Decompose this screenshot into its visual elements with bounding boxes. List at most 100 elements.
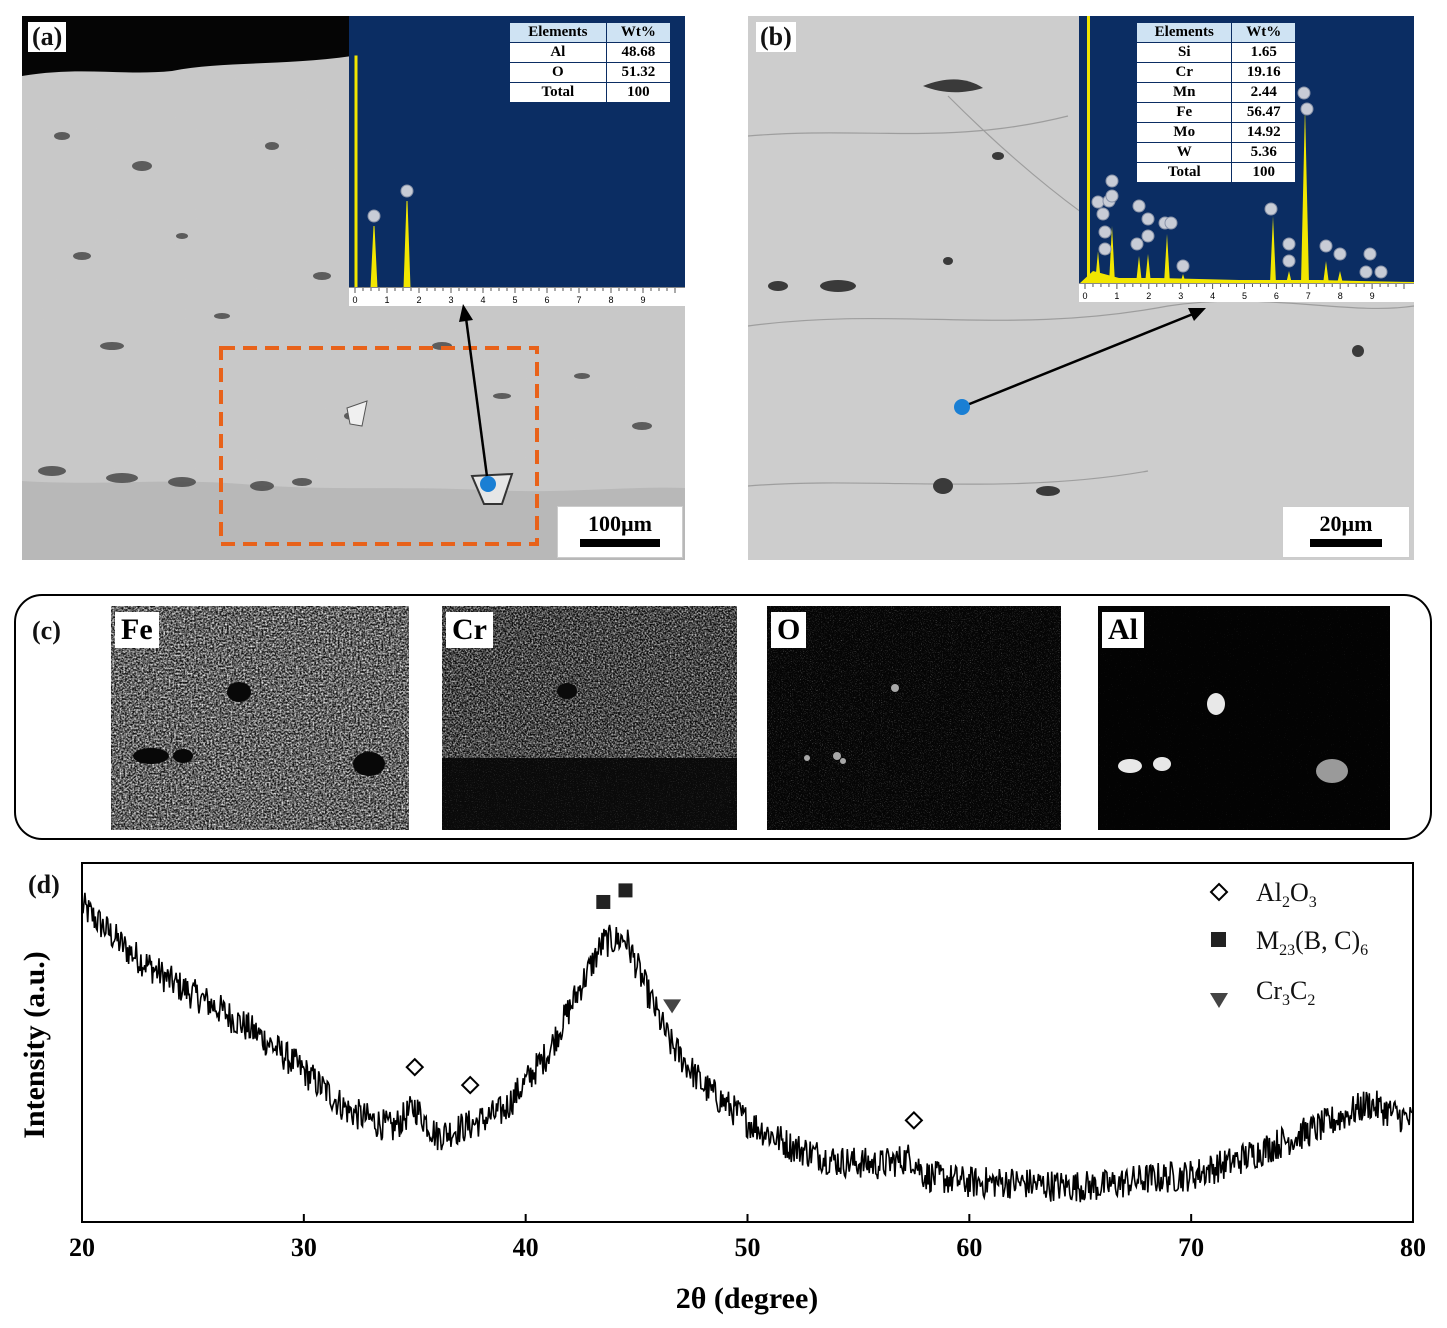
x-tick-label: 70 — [1178, 1233, 1204, 1262]
marker-m23bc6 — [596, 894, 611, 909]
table-row: O 51.32 — [509, 62, 672, 83]
scalebar-a: 100µm — [557, 506, 683, 558]
eds-table-b: Elements Wt% Si 1.65 Cr 19.16 Mn 2.44 Fe 56.47 M… — [1135, 22, 1296, 183]
map-label: O — [771, 612, 807, 648]
eds-tick-label: 3 — [448, 295, 453, 305]
marker-dot — [954, 399, 970, 415]
legend-symbols — [1209, 882, 1229, 1008]
marker-al2o3 — [904, 1110, 924, 1130]
table-header: Elements — [1135, 22, 1233, 43]
x-tick-label: 20 — [69, 1233, 95, 1262]
eds-tick-label: 8 — [608, 295, 613, 305]
table-cell: 100 — [605, 82, 672, 103]
element-map-frame — [14, 594, 1432, 840]
marker-al2o3 — [405, 1057, 425, 1077]
eds-table-a: Elements Wt% Al 48.68 O 51.32 Total 100 — [509, 22, 672, 103]
scalebar-label: 100µm — [587, 511, 652, 536]
arrow-head — [459, 304, 473, 322]
panel-label-b: (b) — [756, 22, 796, 52]
table-cell: Mo — [1135, 122, 1233, 143]
scalebar-bar — [1310, 539, 1382, 547]
annotation-overlay-a — [219, 304, 539, 546]
table-cell: 2.44 — [1231, 82, 1296, 103]
eds-tick-label: 5 — [512, 295, 517, 305]
panel-label-d: (d) — [28, 870, 60, 899]
table-header: Wt% — [1231, 22, 1296, 43]
table-cell: 100 — [1231, 162, 1296, 183]
eds-tick-label: 2 — [416, 295, 421, 305]
eds-tick-label: 0 — [352, 295, 357, 305]
y-axis-label: Intensity (a.u.) — [18, 951, 51, 1139]
table-row: Si 1.65 — [1135, 42, 1296, 63]
eds-axis-a: 0 1 2 3 4 5 6 7 8 9 — [349, 287, 685, 306]
table-header: Elements — [509, 22, 607, 43]
scalebar-bar — [580, 539, 660, 547]
table-cell: 5.36 — [1231, 142, 1296, 163]
map-label: Al — [1102, 612, 1144, 648]
element-map-o: O — [767, 606, 1061, 830]
marker-dot — [480, 476, 496, 492]
table-row: Total 100 — [509, 82, 672, 103]
legend-label-m23bc6: M23(B, C)6 — [1256, 926, 1369, 960]
eds-tick-label: 7 — [576, 295, 581, 305]
element-map-fe: Fe — [111, 606, 409, 830]
roi-box — [219, 346, 539, 546]
panel-label-c: (c) — [32, 616, 61, 645]
annotation-overlay-b — [954, 308, 1206, 415]
eds-tick-label: 9 — [640, 295, 645, 305]
table-cell: Total — [509, 82, 607, 103]
element-map-cr: Cr — [442, 606, 737, 830]
scalebar-label: 20µm — [1319, 511, 1373, 536]
table-row: Mn 2.44 — [1135, 82, 1296, 103]
table-cell: Cr — [1135, 62, 1233, 83]
x-axis-label: 2θ (degree) — [676, 1282, 819, 1315]
eds-tick-label: 3 — [1178, 291, 1183, 301]
eds-tick-label: 9 — [1370, 291, 1375, 301]
table-row: Fe 56.47 — [1135, 102, 1296, 123]
table-cell: Mn — [1135, 82, 1233, 103]
legend-triangle — [1210, 993, 1228, 1008]
arrow-head — [1188, 308, 1206, 321]
map-label: Cr — [446, 612, 493, 648]
x-tick-label: 60 — [956, 1233, 982, 1262]
legend-label-cr3c2: Cr3C2 — [1256, 976, 1316, 1010]
marker-al2o3 — [460, 1075, 480, 1095]
table-cell: 1.65 — [1231, 42, 1296, 63]
scalebar-b: 20µm — [1282, 506, 1410, 558]
eds-tick-label: 4 — [480, 295, 485, 305]
table-cell: Total — [1135, 162, 1233, 183]
x-tick-label: 50 — [735, 1233, 761, 1262]
marker-m23bc6 — [618, 883, 633, 898]
eds-tick-label: 0 — [1082, 291, 1087, 301]
eds-tick-label: 1 — [384, 295, 389, 305]
eds-tick-label: 6 — [544, 295, 549, 305]
eds-tick-label: 1 — [1114, 291, 1119, 301]
x-tick-label: 30 — [291, 1233, 317, 1262]
table-cell: Si — [1135, 42, 1233, 63]
x-tick-label: 40 — [513, 1233, 539, 1262]
arrow-line — [961, 312, 1194, 409]
legend-square — [1211, 932, 1226, 947]
table-cell: Fe — [1135, 102, 1233, 123]
legend-label-al2o3: Al2O3 — [1256, 878, 1317, 912]
x-tick-label: 80 — [1400, 1233, 1426, 1262]
marker-cr3c2 — [663, 999, 682, 1014]
table-row: W 5.36 — [1135, 142, 1296, 163]
eds-tick-label: 7 — [1306, 291, 1311, 301]
table-cell: 19.16 — [1231, 62, 1296, 83]
eds-tick-label: 2 — [1146, 291, 1151, 301]
eds-axis-b: 0 1 2 3 4 5 6 7 8 9 — [1079, 283, 1414, 302]
xrd-chart: 20 30 40 50 60 70 80 2θ (degree) Intensity (a.… — [18, 862, 1426, 1315]
table-row: Cr 19.16 — [1135, 62, 1296, 83]
table-cell: 51.32 — [605, 62, 672, 83]
eds-tick-label: 4 — [1210, 291, 1215, 301]
eds-tick-label: 8 — [1338, 291, 1343, 301]
panel-label-a: (a) — [28, 22, 67, 52]
element-map-al: Al — [1098, 606, 1390, 830]
arrow-line — [464, 317, 490, 485]
table-cell: 56.47 — [1231, 102, 1296, 123]
eds-tick-label: 6 — [1274, 291, 1279, 301]
table-row: Al 48.68 — [509, 42, 672, 63]
eds-tick-label: 5 — [1242, 291, 1247, 301]
map-label: Fe — [115, 612, 159, 648]
